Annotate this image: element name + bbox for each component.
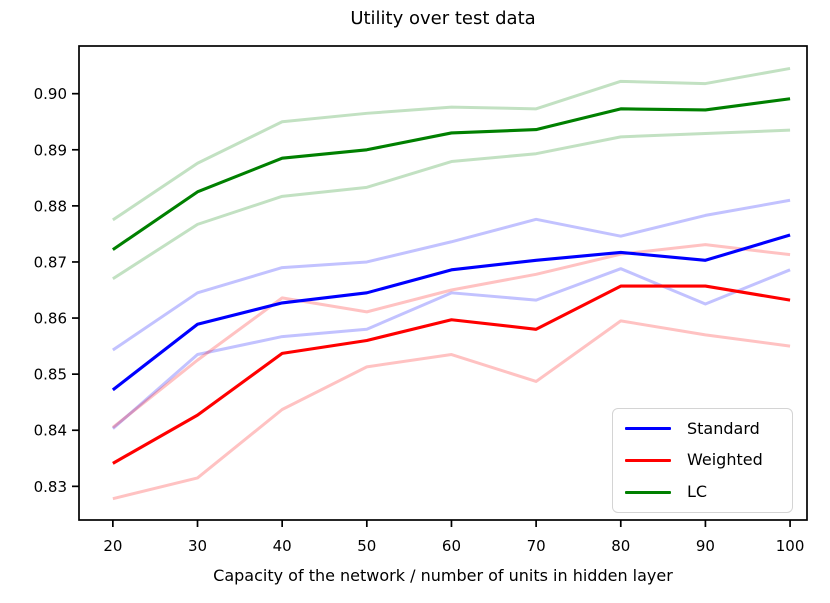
legend-label-standard: Standard	[687, 418, 760, 438]
legend-line-weighted-icon	[625, 458, 671, 462]
svg-text:20: 20	[103, 537, 122, 555]
svg-text:0.83: 0.83	[34, 478, 67, 496]
legend: Standard Weighted LC	[612, 408, 793, 513]
svg-text:90: 90	[696, 537, 715, 555]
svg-text:50: 50	[357, 537, 376, 555]
svg-text:30: 30	[188, 537, 207, 555]
svg-text:0.84: 0.84	[34, 422, 67, 440]
svg-text:0.89: 0.89	[34, 141, 67, 159]
legend-label-weighted: Weighted	[687, 450, 763, 470]
legend-row-lc: LC	[625, 484, 792, 500]
legend-line-standard-icon	[625, 427, 671, 431]
svg-text:0.90: 0.90	[34, 85, 67, 103]
svg-text:0.85: 0.85	[34, 366, 67, 384]
chart-title: Utility over test data	[350, 8, 536, 29]
svg-text:80: 80	[611, 537, 630, 555]
legend-line-lc-icon	[625, 490, 671, 494]
svg-text:0.87: 0.87	[34, 253, 67, 271]
legend-row-weighted: Weighted	[625, 452, 792, 468]
svg-text:70: 70	[527, 537, 546, 555]
svg-text:60: 60	[442, 537, 461, 555]
svg-text:100: 100	[776, 537, 805, 555]
svg-text:0.86: 0.86	[34, 310, 67, 328]
svg-text:40: 40	[273, 537, 292, 555]
svg-text:0.88: 0.88	[34, 197, 67, 215]
legend-row-standard: Standard	[625, 418, 792, 438]
legend-label-lc: LC	[687, 482, 708, 502]
x-axis-label: Capacity of the network / number of unit…	[213, 566, 673, 585]
